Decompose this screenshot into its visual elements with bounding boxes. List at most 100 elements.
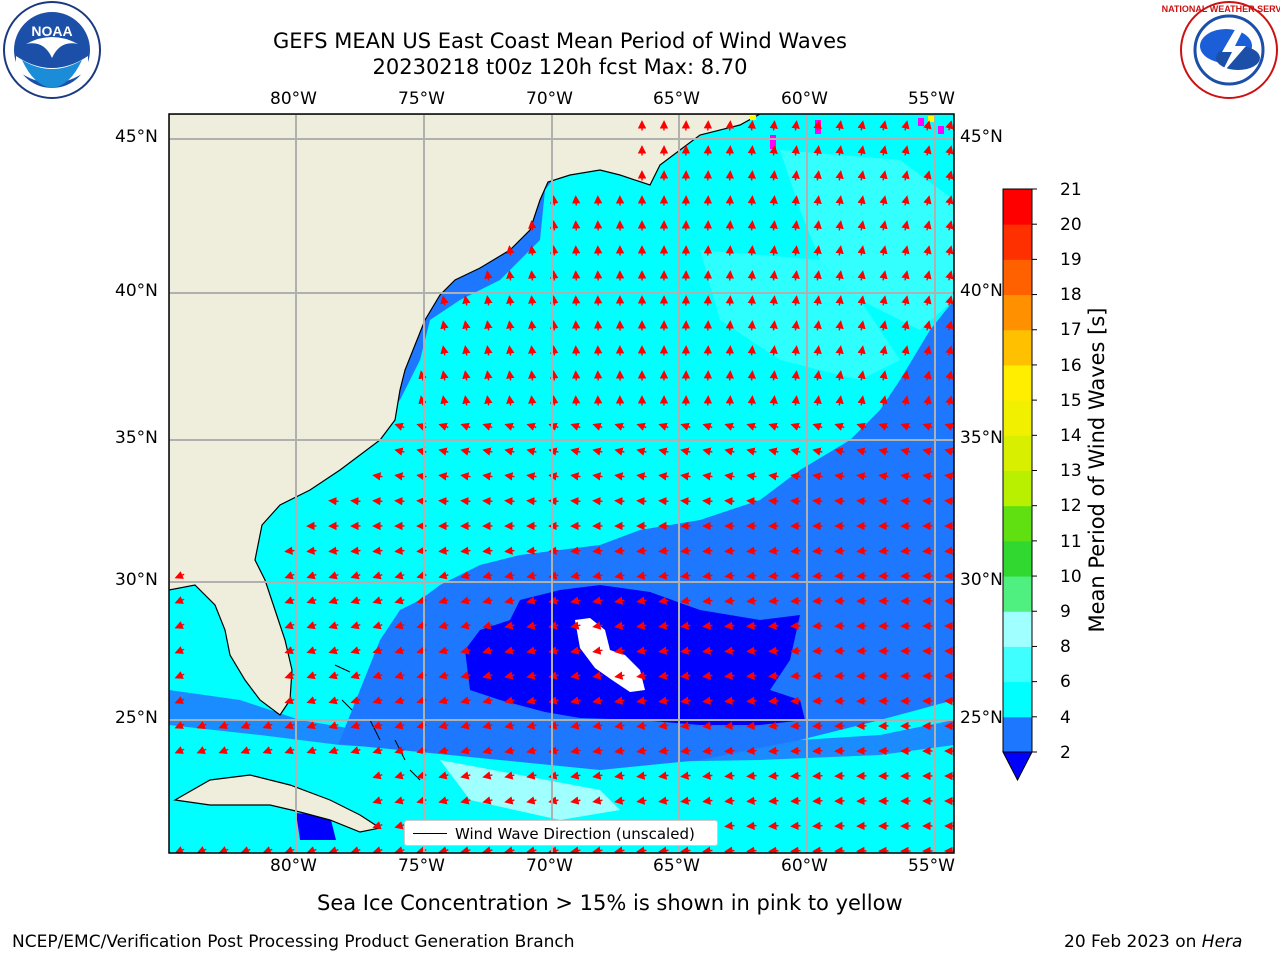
wind-wave-arrow [394, 571, 405, 580]
wind-wave-arrow [813, 145, 822, 156]
wind-wave-arrow [878, 546, 889, 555]
wind-wave-arrow [923, 370, 932, 381]
wind-wave-arrow [790, 796, 801, 806]
wind-wave-arrow [350, 646, 361, 655]
wind-wave-arrow [790, 596, 801, 606]
colorbar-tick-19: 19 [1060, 250, 1082, 270]
wind-wave-arrow [460, 621, 471, 630]
wind-wave-arrow [857, 170, 866, 181]
wind-wave-arrow [460, 846, 471, 853]
wind-wave-arrow [747, 320, 756, 331]
lat-tick-left-25n: 25°N [115, 708, 158, 728]
wind-wave-arrow [724, 571, 735, 580]
colorbar-tick-4: 4 [1060, 708, 1071, 728]
wind-wave-arrow [724, 721, 735, 730]
wind-wave-arrow [350, 696, 361, 705]
wind-wave-arrow [813, 170, 822, 181]
wind-wave-arrow [506, 295, 515, 306]
wind-wave-arrow [174, 671, 185, 679]
wind-wave-arrow [923, 395, 932, 406]
wind-wave-arrow [879, 295, 888, 306]
wind-wave-arrow [769, 245, 778, 256]
footer-right: 20 Feb 2023 on Hera [1064, 932, 1242, 952]
wind-wave-arrow [901, 345, 910, 356]
wind-wave-arrow [900, 546, 911, 555]
wind-wave-arrow [526, 571, 537, 580]
wind-wave-arrow [394, 746, 405, 755]
wind-wave-arrow [812, 746, 823, 756]
wind-wave-arrow [592, 696, 603, 705]
colorbar-tick-18: 18 [1060, 285, 1082, 305]
wind-wave-arrow [550, 245, 559, 256]
wind-wave-arrow [614, 472, 625, 481]
wind-wave-arrow [813, 295, 822, 306]
wind-wave-arrow [372, 496, 383, 506]
wind-wave-arrow [769, 145, 778, 156]
wind-wave-arrow [570, 496, 581, 506]
wind-wave-arrow [945, 195, 954, 206]
wind-wave-arrow [328, 646, 339, 655]
wind-wave-arrow [460, 422, 471, 431]
wind-wave-arrow [658, 796, 669, 805]
colorbar-level-16-17 [1003, 329, 1032, 366]
wind-wave-arrow [482, 721, 493, 730]
wind-wave-arrow [834, 546, 845, 555]
wind-wave-arrow [570, 696, 581, 705]
wind-wave-arrow [482, 771, 493, 780]
lon-tick-bottom-55w: 55°W [908, 856, 955, 876]
wind-wave-arrow [570, 721, 581, 730]
wind-wave-arrow [460, 546, 471, 555]
wind-wave-arrow [438, 796, 449, 805]
ocean-field-6-8-a [780, 150, 954, 330]
wind-wave-arrow [725, 295, 735, 306]
wind-wave-arrow [218, 746, 229, 755]
wind-wave-arrow [636, 671, 647, 680]
wind-wave-arrow [944, 447, 954, 456]
wind-wave-arrow [636, 621, 647, 630]
wind-wave-arrow [636, 447, 647, 456]
wind-wave-arrow [702, 596, 713, 605]
wind-wave-arrow [725, 245, 735, 256]
colorbar-level-18-19 [1003, 259, 1032, 296]
wind-wave-arrow [504, 721, 515, 730]
wind-wave-arrow [769, 370, 778, 381]
lat-tick-left-35n: 35°N [115, 428, 158, 448]
wind-wave-arrow [724, 696, 735, 705]
lat-tick-left-45n: 45°N [115, 127, 158, 147]
wind-wave-arrow [812, 771, 823, 781]
ocean-field-under-2 [465, 585, 805, 725]
wind-wave-arrow [284, 696, 295, 705]
wind-wave-arrow [394, 821, 405, 830]
wind-wave-arrow [240, 846, 251, 853]
wind-wave-arrow [768, 671, 779, 680]
wind-wave-arrow [857, 195, 866, 206]
wind-wave-arrow [484, 395, 493, 406]
wind-wave-arrow [702, 621, 713, 630]
wind-wave-arrow [571, 345, 581, 356]
wind-wave-arrow [262, 746, 273, 755]
wind-wave-arrow [504, 796, 515, 805]
wind-wave-arrow [571, 370, 581, 381]
colorbar-tick-10: 10 [1060, 567, 1082, 587]
wind-wave-arrow [484, 270, 493, 281]
wind-wave-arrow [350, 496, 361, 506]
wind-wave-arrow [394, 671, 405, 680]
wind-wave-arrow [680, 496, 691, 506]
wind-wave-arrow [680, 846, 691, 853]
wind-wave-arrow [484, 295, 493, 306]
ocean-field-under-2-cuba [296, 813, 336, 840]
wind-wave-arrow [528, 295, 537, 306]
wind-wave-arrow [790, 696, 801, 706]
cuba-land [173, 774, 382, 833]
wind-wave-arrow [835, 270, 844, 281]
wind-wave-arrow [504, 472, 515, 481]
wind-wave-arrow [746, 546, 757, 555]
wind-wave-arrow [746, 596, 757, 605]
wind-wave-arrow [658, 746, 669, 755]
wind-wave-arrow [482, 447, 493, 456]
wind-wave-arrow [878, 472, 889, 481]
wind-wave-arrow [306, 696, 317, 705]
colorbar-level-17-18 [1003, 294, 1032, 331]
wind-wave-arrow [680, 621, 691, 630]
wind-wave-arrow [857, 395, 866, 406]
